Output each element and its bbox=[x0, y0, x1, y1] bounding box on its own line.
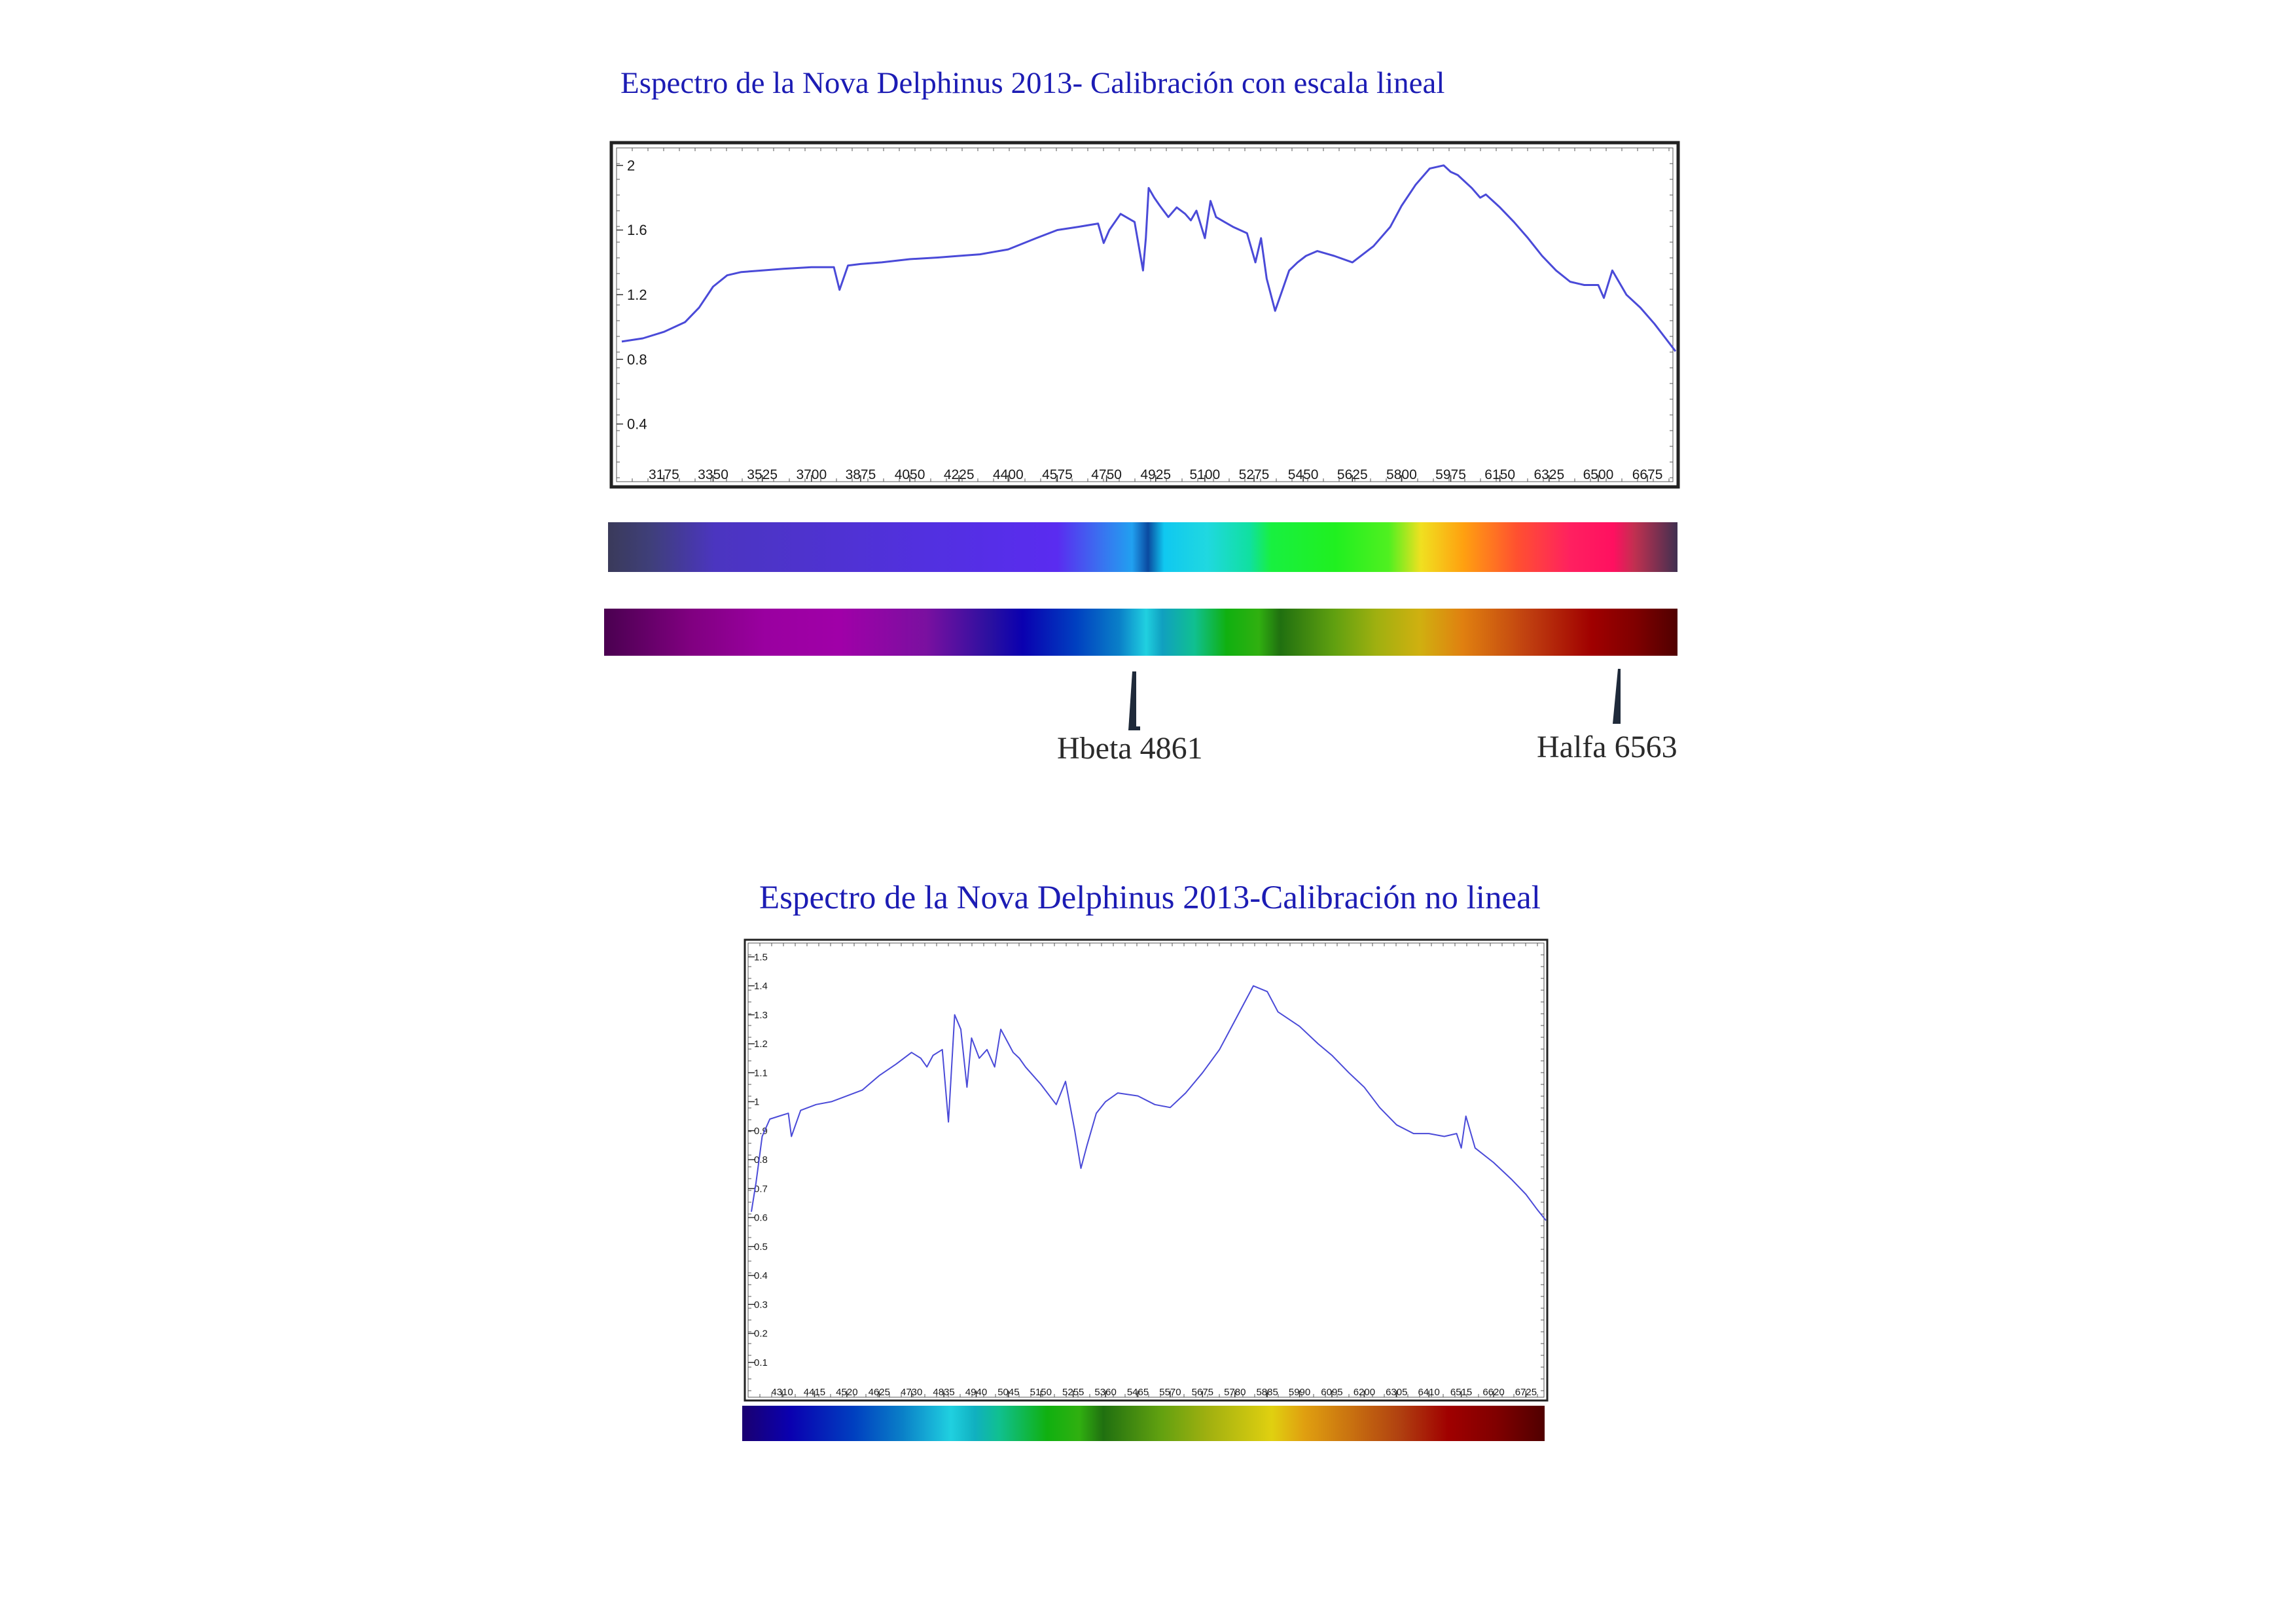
x-tick-label: 6200 bbox=[1354, 1387, 1375, 1398]
hbeta-pointer-icon bbox=[1128, 671, 1140, 730]
y-tick-label: 1.6 bbox=[627, 222, 647, 238]
y-tick-label: 1.1 bbox=[754, 1067, 768, 1079]
x-tick-label: 4520 bbox=[836, 1387, 857, 1398]
halfa-label: Halfa 6563 bbox=[1537, 730, 1677, 764]
minor-ticks bbox=[616, 147, 1673, 482]
spectrum-curve bbox=[621, 164, 1677, 352]
x-tick-label: 4925 bbox=[1140, 467, 1171, 482]
x-tick-label: 6620 bbox=[1482, 1387, 1504, 1398]
observed-spectrum-strip bbox=[608, 522, 1677, 572]
x-tick-label: 4940 bbox=[965, 1387, 987, 1398]
plot-frame bbox=[609, 141, 1680, 489]
spectrum-curve bbox=[751, 985, 1547, 1221]
x-tick-label: 4750 bbox=[1091, 467, 1122, 482]
x-tick-label: 5675 bbox=[1192, 1387, 1213, 1398]
x-tick-label: 4625 bbox=[869, 1387, 890, 1398]
x-tick-label: 6500 bbox=[1583, 467, 1614, 482]
y-tick-label: 0.3 bbox=[754, 1299, 768, 1310]
x-tick-label: 6305 bbox=[1386, 1387, 1407, 1398]
x-tick-label: 4730 bbox=[901, 1387, 922, 1398]
x-tick-label: 5570 bbox=[1159, 1387, 1181, 1398]
spectrum-plot-linear: 3175 3350 3525 3700 3875 4050 4225 4400 4575 4750… bbox=[609, 140, 1682, 490]
x-tick-label: 5275 bbox=[1239, 467, 1270, 482]
x-tick-label: 5990 bbox=[1289, 1387, 1310, 1398]
x-tick-label: 5975 bbox=[1435, 467, 1466, 482]
spectrum-plot-nonlinear: 4310 4415 4520 4625 4730 4835 4940 5045 5150 5255… bbox=[744, 938, 1550, 1403]
y-tick-label: 0.1 bbox=[754, 1357, 768, 1368]
x-tick-label: 3875 bbox=[846, 467, 876, 482]
y-tick-label: 1.3 bbox=[754, 1010, 768, 1021]
x-tick-label: 6725 bbox=[1515, 1387, 1537, 1398]
y-tick-label: 0.4 bbox=[754, 1270, 768, 1281]
y-tick-label: 0.5 bbox=[754, 1241, 768, 1253]
x-tick-label: 3700 bbox=[796, 467, 827, 482]
y-tick-label: 1 bbox=[754, 1097, 759, 1108]
x-tick-label: 5625 bbox=[1337, 467, 1368, 482]
x-tick-label: 6410 bbox=[1418, 1387, 1440, 1398]
y-tick-label: 2 bbox=[627, 157, 635, 173]
x-tick-label: 6325 bbox=[1534, 467, 1564, 482]
y-tick-label: 0.6 bbox=[754, 1213, 768, 1224]
x-tick-label: 5780 bbox=[1224, 1387, 1246, 1398]
x-tick-label: 6675 bbox=[1632, 467, 1663, 482]
x-tick-label: 5255 bbox=[1062, 1387, 1084, 1398]
x-tick-label: 4310 bbox=[771, 1387, 793, 1398]
x-tick-label: 4225 bbox=[944, 467, 975, 482]
y-tick-label: 1.2 bbox=[754, 1039, 768, 1050]
y-tick-label: 1.4 bbox=[754, 981, 768, 992]
plot-frame bbox=[744, 938, 1549, 1402]
x-tick-label: 5100 bbox=[1190, 467, 1221, 482]
x-tick-label: 5465 bbox=[1127, 1387, 1149, 1398]
y-tick-label: 1.2 bbox=[627, 287, 647, 303]
x-tick-label: 6150 bbox=[1484, 467, 1515, 482]
y-tick-label: 0.8 bbox=[627, 351, 647, 368]
chart-title-linear: Espectro de la Nova Delphinus 2013- Cali… bbox=[620, 66, 1445, 100]
x-tick-label: 5450 bbox=[1288, 467, 1319, 482]
x-tick-label: 3525 bbox=[747, 467, 778, 482]
y-tick-label: 0.4 bbox=[627, 416, 647, 433]
x-tick-label: 6515 bbox=[1450, 1387, 1472, 1398]
x-tick-label: 5800 bbox=[1386, 467, 1417, 482]
y-tick-label: 0.9 bbox=[754, 1126, 768, 1137]
minor-ticks bbox=[747, 942, 1544, 1397]
x-tick-label: 4050 bbox=[895, 467, 925, 482]
chart-title-nonlinear: Espectro de la Nova Delphinus 2013-Calib… bbox=[759, 880, 1541, 916]
halfa-pointer-icon bbox=[1613, 669, 1621, 724]
x-tick-label: 4575 bbox=[1042, 467, 1073, 482]
x-tick-label: 4415 bbox=[804, 1387, 825, 1398]
x-tick-label: 4400 bbox=[993, 467, 1024, 482]
y-tick-label: 0.8 bbox=[754, 1154, 768, 1166]
hbeta-label: Hbeta 4861 bbox=[1057, 731, 1203, 766]
x-tick-label: 5885 bbox=[1256, 1387, 1278, 1398]
x-tick-label: 6095 bbox=[1321, 1387, 1342, 1398]
y-tick-label: 1.5 bbox=[754, 952, 768, 963]
x-tick-label: 5045 bbox=[997, 1387, 1019, 1398]
reference-spectrum-strip bbox=[604, 609, 1677, 656]
x-tick-label: 5150 bbox=[1030, 1387, 1052, 1398]
x-tick-label: 3350 bbox=[698, 467, 728, 482]
x-tick-label: 4835 bbox=[933, 1387, 954, 1398]
reference-spectrum-strip-nonlinear bbox=[742, 1406, 1545, 1441]
y-tick-label: 0.7 bbox=[754, 1183, 768, 1194]
y-tick-label: 0.2 bbox=[754, 1329, 768, 1340]
x-tick-label: 5360 bbox=[1094, 1387, 1116, 1398]
x-tick-label: 3175 bbox=[649, 467, 679, 482]
